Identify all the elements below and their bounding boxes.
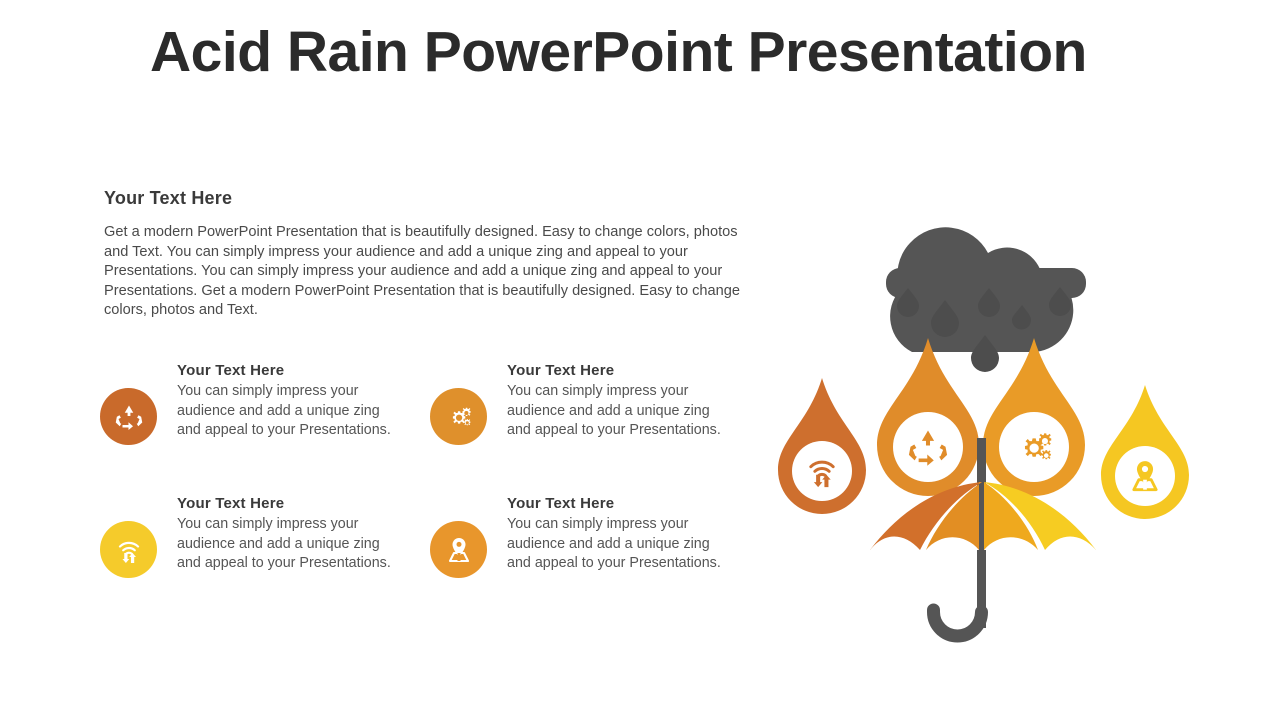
recycle-icon bbox=[100, 388, 157, 445]
feature-text: Your Text Here You can simply impress yo… bbox=[507, 495, 722, 574]
feature-text: Your Text Here You can simply impress yo… bbox=[177, 495, 392, 574]
feature-title: Your Text Here bbox=[177, 495, 285, 512]
feature-body: You can simply impress your audience and… bbox=[507, 516, 721, 571]
droplet-recycle bbox=[877, 338, 979, 496]
wifi-transfer-icon bbox=[100, 521, 157, 578]
feature-item-4[interactable]: Your Text Here You can simply impress yo… bbox=[430, 495, 760, 578]
cloud-icon bbox=[886, 227, 1086, 352]
intro-block: Your Text Here Get a modern PowerPoint P… bbox=[104, 188, 764, 321]
feature-row: Your Text Here You can simply impress yo… bbox=[100, 495, 760, 578]
feature-item-2[interactable]: Your Text Here You can simply impress yo… bbox=[430, 362, 760, 445]
acid-rain-umbrella-illustration bbox=[760, 160, 1210, 660]
raindrops bbox=[897, 287, 1071, 372]
feature-item-3[interactable]: Your Text Here You can simply impress yo… bbox=[100, 495, 430, 578]
feature-item-1[interactable]: Your Text Here You can simply impress yo… bbox=[100, 362, 430, 445]
intro-body: Get a modern PowerPoint Presentation tha… bbox=[104, 224, 741, 318]
feature-text: Your Text Here You can simply impress yo… bbox=[177, 362, 392, 441]
umbrella-canopy bbox=[870, 482, 1096, 550]
feature-grid: Your Text Here You can simply impress yo… bbox=[100, 362, 760, 578]
page-title: Acid Rain PowerPoint Presentation bbox=[150, 20, 1087, 84]
umbrella-handle bbox=[927, 438, 988, 643]
droplet-map-pin bbox=[1101, 385, 1189, 519]
gears-icon bbox=[430, 388, 487, 445]
feature-title: Your Text Here bbox=[507, 495, 615, 512]
feature-body: You can simply impress your audience and… bbox=[507, 383, 721, 438]
droplet-gears bbox=[983, 338, 1085, 496]
feature-title: Your Text Here bbox=[507, 362, 615, 379]
feature-title: Your Text Here bbox=[177, 362, 285, 379]
feature-row: Your Text Here You can simply impress yo… bbox=[100, 362, 760, 445]
feature-body: You can simply impress your audience and… bbox=[177, 516, 391, 571]
feature-text: Your Text Here You can simply impress yo… bbox=[507, 362, 722, 441]
droplet-wifi bbox=[778, 378, 866, 514]
feature-body: You can simply impress your audience and… bbox=[177, 383, 391, 438]
map-pin-icon bbox=[430, 521, 487, 578]
intro-heading: Your Text Here bbox=[104, 188, 233, 208]
